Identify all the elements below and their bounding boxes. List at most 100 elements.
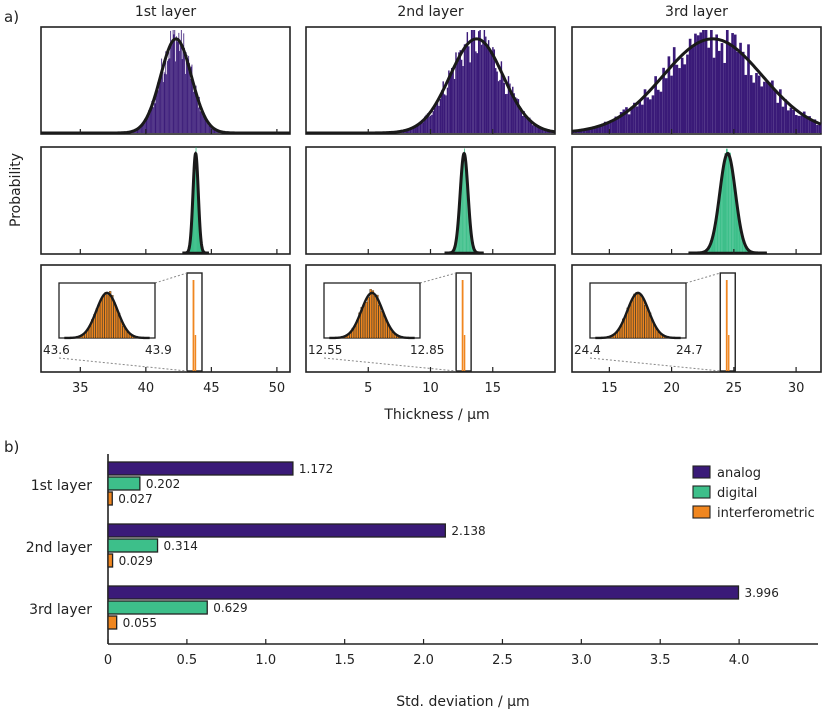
inset-bin bbox=[100, 299, 103, 339]
analog-bin bbox=[451, 67, 453, 133]
analog-bin bbox=[182, 47, 184, 133]
analog-bin bbox=[800, 115, 803, 133]
analog-bin bbox=[614, 116, 618, 133]
bar-x-tick-label: 0 bbox=[104, 653, 112, 668]
x-tick-label: 5 bbox=[364, 381, 372, 396]
bar-value-label: 0.314 bbox=[164, 539, 198, 553]
analog-bin bbox=[643, 89, 647, 133]
analog-bin bbox=[635, 106, 639, 133]
panel-label-b: b) bbox=[4, 438, 19, 456]
inset-tick-label-right: 24.7 bbox=[676, 343, 703, 357]
analog-bin bbox=[720, 43, 724, 134]
bar-x-tick-label: 3.0 bbox=[571, 653, 592, 668]
digital-bin bbox=[470, 231, 472, 253]
analog-bin bbox=[145, 117, 147, 133]
analog-bin bbox=[175, 61, 176, 133]
y-axis-label: Probability bbox=[8, 153, 24, 227]
digital-bin bbox=[196, 170, 198, 253]
digital-bin bbox=[466, 169, 468, 253]
panel-analog-2 bbox=[305, 26, 556, 135]
inset-bin bbox=[115, 309, 118, 339]
analog-bin bbox=[763, 81, 766, 133]
analog-bin bbox=[503, 82, 505, 133]
analog-bin bbox=[490, 52, 493, 133]
analog-bin bbox=[214, 129, 216, 133]
analog-bin bbox=[520, 108, 522, 133]
analog-bin bbox=[165, 51, 167, 134]
analog-bin bbox=[422, 122, 425, 133]
analog-bin bbox=[495, 68, 497, 133]
analog-bin bbox=[435, 103, 437, 133]
digital-bin bbox=[468, 196, 469, 253]
inset-bin bbox=[633, 293, 636, 339]
analog-bin bbox=[203, 112, 205, 133]
analog-bin bbox=[744, 74, 748, 133]
bar-digital-2 bbox=[107, 538, 159, 553]
bar-category-label: 2nd layer bbox=[26, 540, 92, 556]
analog-bin bbox=[416, 123, 419, 133]
analog-bin bbox=[739, 42, 742, 133]
analog-bin bbox=[175, 36, 177, 134]
analog-bin bbox=[162, 71, 163, 133]
analog-bin bbox=[180, 43, 181, 134]
digital-bin bbox=[462, 163, 464, 253]
analog-bin bbox=[151, 100, 153, 133]
analog-bin bbox=[710, 30, 713, 133]
analog-bin bbox=[144, 118, 145, 133]
bar-value-label: 3.996 bbox=[744, 586, 778, 600]
analog-bin bbox=[421, 120, 423, 133]
analog-bin bbox=[187, 66, 189, 133]
bar-value-label: 0.055 bbox=[123, 616, 157, 630]
analog-bin bbox=[189, 63, 190, 133]
analog-bin bbox=[462, 66, 464, 133]
analog-bin bbox=[186, 54, 188, 133]
analog-bin bbox=[158, 84, 160, 133]
analog-bin bbox=[499, 79, 501, 133]
digital-bin bbox=[718, 195, 720, 253]
digital-bin bbox=[458, 213, 460, 253]
analog-bin bbox=[527, 118, 530, 133]
analog-bin bbox=[487, 40, 490, 133]
bar-analog-3 bbox=[107, 585, 740, 600]
analog-bin bbox=[485, 36, 487, 134]
bar-x-tick-label: 2.0 bbox=[413, 653, 434, 668]
analog-bin bbox=[707, 47, 711, 133]
bar-x-tick-label: 4.0 bbox=[729, 653, 750, 668]
analog-bin bbox=[802, 111, 806, 133]
analog-bin bbox=[540, 128, 542, 133]
bar-x-tick-label: 0.5 bbox=[177, 653, 198, 668]
analog-bin bbox=[539, 127, 541, 133]
analog-bin bbox=[141, 125, 143, 133]
analog-bin bbox=[202, 108, 204, 133]
analog-bin bbox=[414, 127, 416, 133]
analog-bin bbox=[519, 106, 521, 133]
analog-bin bbox=[784, 99, 787, 133]
bar-value-label: 0.629 bbox=[213, 601, 247, 615]
analog-bin bbox=[595, 126, 599, 133]
analog-bin bbox=[456, 62, 459, 133]
analog-bin bbox=[171, 43, 172, 134]
analog-bin bbox=[482, 42, 484, 133]
analog-bin bbox=[204, 119, 206, 133]
inset-bin bbox=[369, 289, 372, 339]
analog-bin bbox=[153, 107, 154, 133]
analog-bin bbox=[205, 116, 207, 133]
analog-bin bbox=[633, 102, 636, 133]
analog-bin bbox=[587, 129, 591, 133]
analog-bin bbox=[715, 34, 718, 133]
analog-bin bbox=[537, 125, 540, 133]
analog-bin bbox=[139, 126, 140, 133]
analog-bin bbox=[779, 89, 782, 133]
analog-bin bbox=[148, 110, 149, 133]
inset-bin bbox=[97, 304, 101, 339]
analog-bin bbox=[691, 47, 695, 134]
zoom-box bbox=[186, 272, 203, 372]
analog-bin bbox=[702, 30, 705, 133]
analog-bin bbox=[441, 90, 443, 133]
bar-digital-3 bbox=[107, 600, 208, 615]
analog-bin bbox=[749, 75, 753, 133]
analog-bin bbox=[810, 120, 814, 133]
digital-bin bbox=[463, 157, 465, 253]
column-title-1: 1st layer bbox=[135, 4, 197, 20]
analog-bin bbox=[680, 57, 684, 133]
